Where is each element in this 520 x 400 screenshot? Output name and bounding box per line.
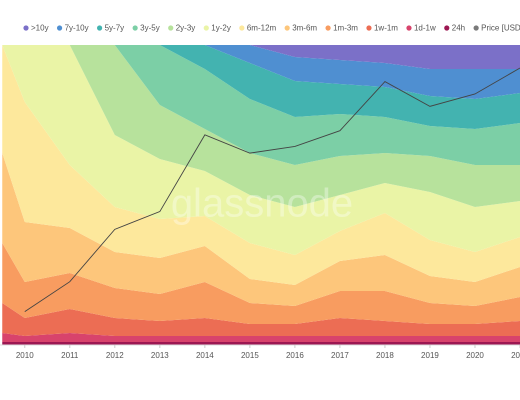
legend-dot xyxy=(406,25,412,31)
legend-dot xyxy=(132,25,138,31)
x-tick-label: 2011 xyxy=(61,351,79,360)
x-tick-label: 2018 xyxy=(376,351,394,360)
x-tick-label: 2021 xyxy=(511,351,520,360)
x-tick-label: 2013 xyxy=(151,351,169,360)
plot xyxy=(2,45,520,345)
legend-label: 2y-3y xyxy=(176,24,196,33)
area xyxy=(2,342,520,345)
area xyxy=(2,45,520,129)
legend-label: 6m-12m xyxy=(247,24,277,33)
legend-dot xyxy=(473,25,479,31)
legend-label: >10y xyxy=(31,24,49,33)
legend-dot xyxy=(325,25,331,31)
legend-dot xyxy=(56,25,63,31)
legend-label: 1w-1m xyxy=(374,24,398,33)
legend-dot xyxy=(23,25,29,31)
x-tick-label: 2015 xyxy=(241,351,259,360)
legend-dot xyxy=(444,25,450,31)
legend-dot xyxy=(96,25,103,31)
legend-label: 1d-1w xyxy=(414,24,436,33)
price-line xyxy=(24,67,520,313)
legend-dot xyxy=(284,25,290,31)
area xyxy=(2,303,520,336)
area xyxy=(2,45,520,165)
x-tick-label: 2012 xyxy=(106,351,124,360)
legend-label: 7y-10y xyxy=(65,24,89,33)
legend-label: 1m-3m xyxy=(333,24,358,33)
legend-dot xyxy=(203,25,209,31)
area xyxy=(2,45,520,207)
x-tick-label: 2020 xyxy=(466,351,484,360)
x-tick-label: 2016 xyxy=(286,351,304,360)
legend-dot xyxy=(168,25,174,31)
area xyxy=(2,153,520,306)
x-tick-label: 2017 xyxy=(331,351,349,360)
legend-label: 5y-7y xyxy=(105,24,125,33)
legend-label: 1y-2y xyxy=(211,24,231,33)
legend-label: 24h xyxy=(452,24,465,33)
area xyxy=(2,45,520,255)
x-tick-label: 2014 xyxy=(196,351,214,360)
area xyxy=(2,45,520,285)
x-tick-label: 2010 xyxy=(16,351,34,360)
legend-dot xyxy=(366,25,372,31)
watermark: glassnode xyxy=(171,182,353,226)
legend-label: 3y-5y xyxy=(140,24,160,33)
legend-dot xyxy=(239,25,245,31)
legend-label: Price [USD] xyxy=(481,24,520,33)
area xyxy=(2,45,520,69)
area xyxy=(2,243,520,324)
area xyxy=(2,45,520,99)
legend-label: 3m-6m xyxy=(292,24,317,33)
area xyxy=(2,333,520,342)
x-tick-label: 2019 xyxy=(421,351,439,360)
